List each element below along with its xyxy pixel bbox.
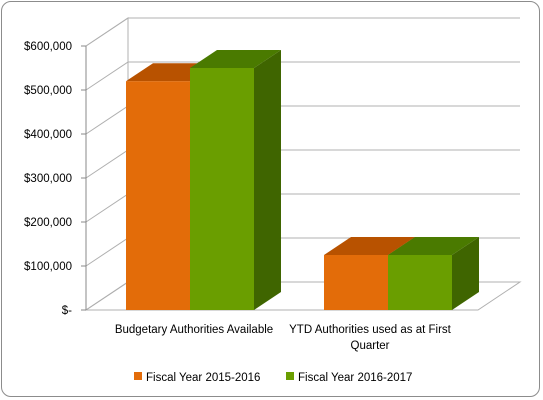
bar-side (452, 237, 479, 310)
bar (190, 68, 254, 310)
x-tick-label: Budgetary Authorities Available (115, 324, 273, 336)
legend-swatch (286, 372, 294, 380)
x-tick-label: YTD Authorities used as at First (289, 324, 452, 336)
y-tick-label: $200,000 (24, 217, 72, 229)
gridline (85, 61, 520, 91)
y-tick-label: $- (62, 305, 72, 317)
bar-top (388, 237, 479, 255)
legend-label: Fiscal Year 2015-2016 (146, 372, 260, 384)
legend-swatch (134, 372, 142, 380)
bar (126, 81, 190, 310)
bar (388, 255, 452, 310)
bar (324, 255, 388, 310)
bar-top (190, 50, 281, 68)
gridline (85, 17, 520, 47)
x-tick-label: Quarter (351, 340, 390, 352)
bar-top (324, 237, 415, 255)
y-tick-label: $300,000 (24, 173, 72, 185)
y-tick-label: $600,000 (24, 41, 72, 53)
bar-side (254, 50, 281, 310)
y-tick-label: $100,000 (24, 261, 72, 273)
y-tick-label: $500,000 (24, 85, 72, 97)
y-tick-label: $400,000 (24, 129, 72, 141)
legend-label: Fiscal Year 2016-2017 (298, 372, 412, 384)
